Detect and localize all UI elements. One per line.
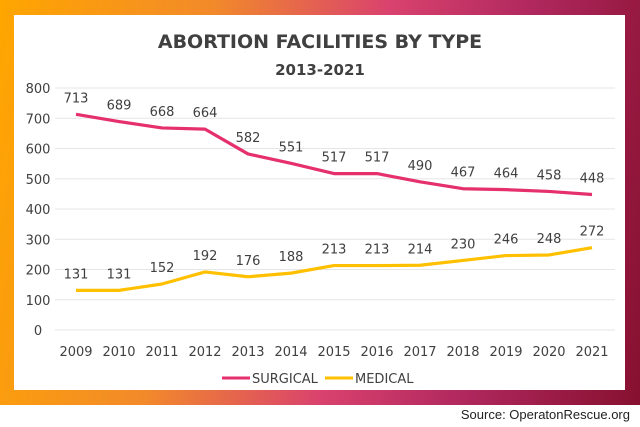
data-label: 214: [408, 242, 433, 257]
chart-title: ABORTION FACILITIES BY TYPE: [158, 31, 482, 53]
data-label: 213: [365, 243, 390, 258]
data-label: 689: [107, 99, 132, 114]
chart-card: [14, 15, 625, 390]
x-tick-label: 2013: [231, 345, 264, 360]
data-label: 517: [365, 151, 390, 166]
chart-subtitle: 2013-2021: [275, 61, 365, 79]
x-tick-label: 2009: [59, 345, 92, 360]
data-label: 458: [537, 168, 562, 183]
y-tick-label: 600: [26, 143, 51, 158]
legend-label: SURGICAL: [252, 372, 319, 387]
y-tick-label: 200: [26, 264, 51, 279]
x-tick-label: 2012: [188, 345, 221, 360]
x-tick-label: 2018: [446, 345, 479, 360]
data-label: 713: [64, 91, 89, 106]
data-label: 668: [150, 105, 175, 120]
x-tick-label: 2011: [145, 345, 178, 360]
data-label: 582: [236, 131, 261, 146]
data-label: 176: [236, 254, 261, 269]
data-label: 448: [580, 171, 605, 186]
series-line-surgical: [75, 112, 593, 197]
data-label: 213: [322, 243, 347, 258]
data-label: 246: [494, 233, 519, 248]
data-label: 131: [107, 267, 132, 282]
data-label: 664: [193, 106, 218, 121]
series-line-medical: [76, 246, 593, 292]
x-tick-label: 2015: [317, 345, 350, 360]
y-tick-label: 500: [26, 173, 51, 188]
data-label: 131: [64, 267, 89, 282]
data-label: 467: [451, 166, 476, 181]
y-tick-label: 700: [26, 112, 51, 127]
data-label: 272: [580, 225, 605, 240]
y-tick-label: 100: [26, 294, 51, 309]
data-label: 464: [494, 167, 519, 182]
data-label: 192: [193, 249, 218, 264]
data-label: 230: [451, 237, 476, 252]
source-credit: Source: OperatonRescue.org: [460, 407, 630, 422]
x-tick-label: 2021: [575, 345, 608, 360]
data-label: 188: [279, 250, 304, 265]
data-label: 490: [408, 159, 433, 174]
data-label: 551: [279, 140, 304, 155]
x-tick-label: 2016: [360, 345, 393, 360]
x-tick-label: 2014: [274, 345, 307, 360]
legend-label: MEDICAL: [355, 372, 414, 387]
x-tick-label: 2020: [532, 345, 565, 360]
y-tick-label: 400: [26, 203, 51, 218]
y-tick-label: 0: [34, 324, 42, 339]
y-tick-label: 800: [26, 82, 51, 97]
x-tick-label: 2017: [403, 345, 436, 360]
x-tick-label: 2010: [102, 345, 135, 360]
y-tick-label: 300: [26, 233, 51, 248]
data-label: 152: [150, 261, 175, 276]
x-tick-label: 2019: [489, 345, 522, 360]
data-label: 517: [322, 151, 347, 166]
data-label: 248: [537, 232, 562, 247]
